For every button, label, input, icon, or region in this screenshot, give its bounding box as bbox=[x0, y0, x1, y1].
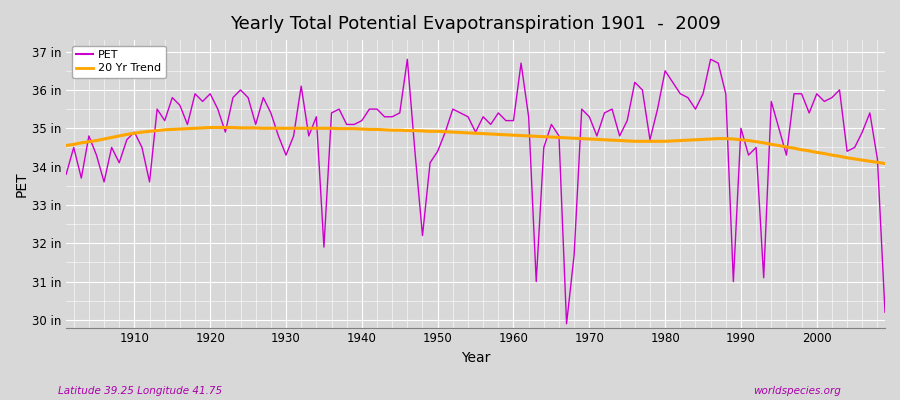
Y-axis label: PET: PET bbox=[15, 171, 29, 197]
Text: Latitude 39.25 Longitude 41.75: Latitude 39.25 Longitude 41.75 bbox=[58, 386, 222, 396]
Text: worldspecies.org: worldspecies.org bbox=[753, 386, 842, 396]
X-axis label: Year: Year bbox=[461, 351, 491, 365]
Title: Yearly Total Potential Evapotranspiration 1901  -  2009: Yearly Total Potential Evapotranspiratio… bbox=[230, 15, 721, 33]
Legend: PET, 20 Yr Trend: PET, 20 Yr Trend bbox=[72, 46, 166, 78]
